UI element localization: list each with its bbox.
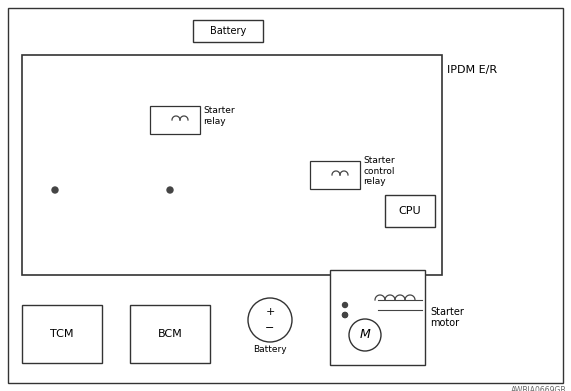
- Text: BCM: BCM: [158, 329, 182, 339]
- Bar: [330, 270, 425, 365]
- Circle shape: [343, 312, 348, 317]
- Text: Battery: Battery: [210, 26, 246, 36]
- Text: TCM: TCM: [50, 329, 74, 339]
- Text: M: M: [360, 328, 371, 341]
- Circle shape: [349, 319, 381, 351]
- Circle shape: [343, 303, 348, 307]
- Circle shape: [52, 187, 58, 193]
- Circle shape: [343, 312, 348, 317]
- Bar: [130, 305, 210, 363]
- Circle shape: [248, 298, 292, 342]
- Text: IPDM E/R: IPDM E/R: [447, 65, 497, 75]
- Bar: [385, 195, 435, 227]
- Text: +: +: [266, 307, 275, 317]
- Bar: [22, 55, 442, 275]
- Bar: [310, 161, 360, 189]
- Text: −: −: [266, 323, 275, 333]
- Circle shape: [167, 187, 173, 193]
- Text: AWBIA0669GB: AWBIA0669GB: [510, 386, 566, 391]
- Bar: [193, 20, 263, 42]
- Text: Starter
motor: Starter motor: [430, 307, 464, 328]
- Bar: [150, 106, 200, 134]
- Text: Starter
relay: Starter relay: [203, 106, 235, 126]
- Bar: [22, 305, 102, 363]
- Text: Battery: Battery: [253, 346, 287, 355]
- Text: CPU: CPU: [399, 206, 421, 216]
- Text: Starter
control
relay: Starter control relay: [363, 156, 395, 186]
